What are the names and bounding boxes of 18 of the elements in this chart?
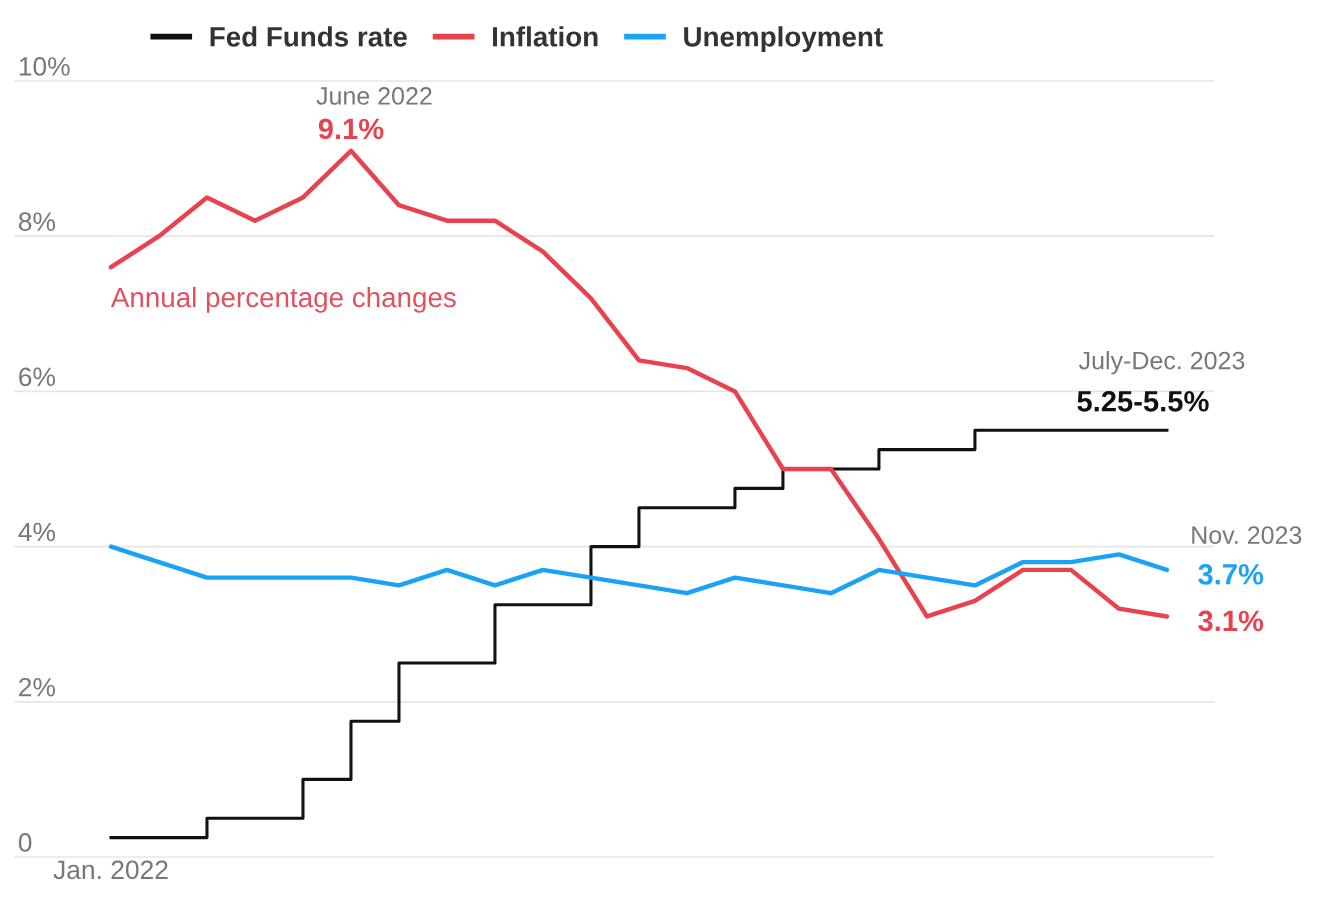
data-label: 3.7% (1198, 564, 1264, 585)
legend-label: Unemployment (684, 26, 883, 53)
annotation: July-Dec. 2023 (1079, 351, 1245, 375)
data-label: 3.1% (1198, 610, 1264, 632)
y-tick-label: 0 (18, 833, 32, 852)
y-tick-label: 2% (19, 677, 55, 697)
text: Nov. 2023 (1192, 526, 1302, 544)
annotation: 5.25-5.5% (1077, 390, 1209, 412)
annotation: Annual percentage changes (110, 286, 456, 313)
y-tick-label: 10% (19, 57, 70, 76)
x-tick-label: Jan. 2022 (53, 860, 168, 880)
legend-label: Inflation (493, 26, 598, 47)
legend-label: Fed Funds rate (210, 26, 407, 47)
y-tick-label: 8% (18, 212, 55, 231)
annotation: June 2022 (316, 87, 432, 105)
y-tick-label: 4% (18, 522, 55, 542)
y-tick-label: 6% (19, 367, 55, 387)
data-label: 9.1% (318, 118, 384, 140)
